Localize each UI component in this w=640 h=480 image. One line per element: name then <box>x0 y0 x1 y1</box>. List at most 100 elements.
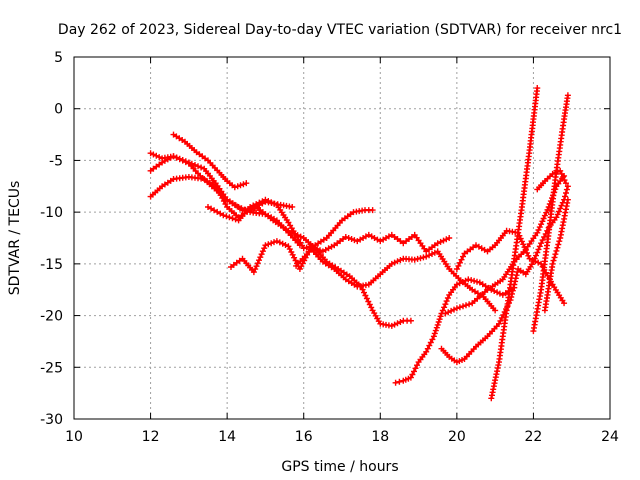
data-point <box>348 236 355 242</box>
data-point <box>549 260 556 267</box>
data-point <box>423 348 430 355</box>
data-point <box>535 246 542 253</box>
data-point <box>539 237 546 244</box>
y-tick-label: -25 <box>40 360 63 376</box>
plot-frame <box>73 56 611 420</box>
data-point <box>173 154 180 161</box>
data-point <box>240 181 247 188</box>
data-point <box>453 266 460 272</box>
data-point <box>442 301 449 308</box>
data-point <box>533 252 539 259</box>
data-point <box>407 317 414 324</box>
series-arc-15 <box>534 167 569 193</box>
data-point <box>453 305 460 312</box>
data-point <box>176 155 183 162</box>
data-point <box>185 159 192 166</box>
y-tick-label: -10 <box>40 205 63 221</box>
data-point <box>231 184 238 191</box>
y-tick-label: 0 <box>54 102 63 118</box>
data-point <box>226 214 233 221</box>
series-arc-12 <box>488 85 541 402</box>
data-point <box>412 365 419 372</box>
data-point <box>561 300 568 307</box>
data-point <box>170 153 177 160</box>
x-tick-label: 10 <box>65 429 83 445</box>
data-point <box>434 321 441 328</box>
data-point <box>220 212 227 219</box>
data-point <box>553 247 560 254</box>
data-point <box>534 85 541 92</box>
data-point <box>562 193 568 200</box>
data-point <box>234 183 241 190</box>
data-point <box>460 303 466 310</box>
series-arc-9 <box>438 183 571 366</box>
data-point <box>214 208 221 215</box>
data-point <box>555 241 562 248</box>
data-point <box>446 235 453 241</box>
data-point <box>289 203 296 210</box>
data-point <box>439 307 446 314</box>
data-point <box>552 251 559 258</box>
data-point <box>247 204 254 210</box>
data-point <box>492 307 499 314</box>
data-point <box>285 227 292 234</box>
y-tick-label: -5 <box>49 153 63 169</box>
x-tick-label: 18 <box>371 429 389 445</box>
data-point <box>562 180 569 187</box>
data-point <box>232 216 239 223</box>
x-tick-label: 14 <box>218 429 236 445</box>
data-point <box>534 249 541 256</box>
data-point <box>205 204 211 210</box>
x-axis-label: GPS time / hours <box>281 459 398 475</box>
series-arc-5 <box>205 196 376 252</box>
y-tick-label: 5 <box>54 50 63 66</box>
x-tick-label: 22 <box>525 429 543 445</box>
data-point <box>545 204 552 210</box>
data-point <box>558 170 565 177</box>
data-point <box>436 316 443 323</box>
series-arc-14 <box>541 196 571 314</box>
data-point <box>427 339 434 346</box>
data-point <box>268 240 275 247</box>
data-point <box>429 336 436 343</box>
x-tick-label: 24 <box>601 429 619 445</box>
data-point <box>262 242 269 249</box>
chart-title: Day 262 of 2023, Sidereal Day-to-day VTE… <box>58 22 622 38</box>
data-point <box>261 245 268 252</box>
data-point <box>351 237 358 244</box>
data-point <box>554 244 561 251</box>
data-point <box>550 257 557 264</box>
data-point <box>265 241 272 248</box>
series-arc-13 <box>530 92 571 335</box>
data-point <box>474 278 480 285</box>
data-point <box>411 256 418 263</box>
data-point <box>437 313 444 320</box>
data-point <box>538 240 545 247</box>
data-point <box>541 234 548 240</box>
data-point <box>435 319 442 325</box>
data-point <box>433 324 440 331</box>
series-arc-6 <box>228 231 453 276</box>
data-point <box>342 234 349 240</box>
data-point <box>534 229 541 236</box>
data-point <box>182 158 189 165</box>
data-point <box>556 208 562 215</box>
data-point <box>256 199 263 206</box>
data-point <box>564 92 571 99</box>
data-point <box>444 295 451 301</box>
data-point <box>188 160 195 167</box>
x-tick-label: 16 <box>295 429 313 445</box>
data-point <box>441 304 448 311</box>
data-point <box>273 238 280 245</box>
data-point <box>253 201 260 208</box>
data-point <box>409 371 416 378</box>
data-point <box>198 164 205 171</box>
data-point <box>463 302 469 309</box>
data-point <box>407 374 414 381</box>
x-tick-label: 20 <box>448 429 466 445</box>
y-tick-label: -30 <box>40 412 63 428</box>
data-point <box>453 281 460 288</box>
data-point <box>254 260 261 267</box>
y-tick-label: -20 <box>40 309 63 325</box>
data-point <box>460 253 466 260</box>
